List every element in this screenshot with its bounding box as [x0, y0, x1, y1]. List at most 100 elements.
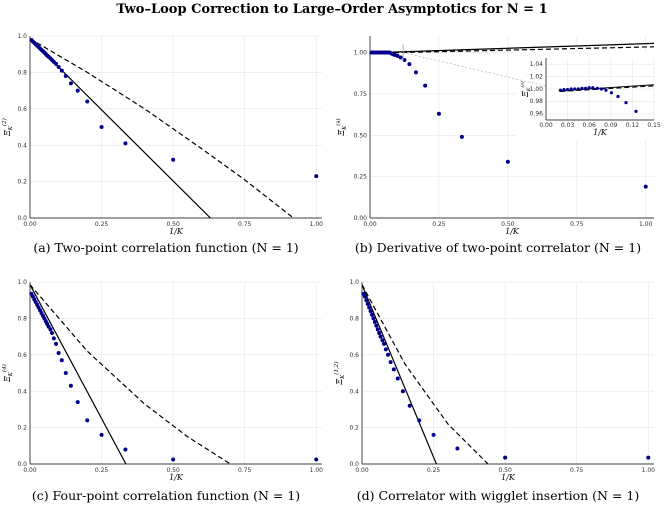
data-point — [558, 88, 562, 92]
data-point — [569, 87, 573, 91]
data-point — [59, 358, 64, 363]
x-tick-label: 0.50 — [166, 467, 180, 474]
page-title: Two–Loop Correction to Large–Order Asymp… — [116, 2, 548, 17]
y-tick-label: 0.2 — [17, 179, 27, 186]
y-axis-label: ΞK(2) — [1, 118, 14, 137]
y-tick-label: 1.04 — [530, 61, 544, 68]
data-point — [431, 432, 436, 437]
data-point — [417, 418, 422, 423]
x-tick-label: 0.00 — [539, 122, 553, 129]
data-point — [459, 134, 464, 139]
data-point — [171, 157, 176, 162]
data-point — [595, 86, 600, 90]
y-tick-label: 0.25 — [354, 174, 368, 181]
data-point — [587, 86, 591, 90]
solid-asymptotic-line — [30, 38, 211, 218]
x-axis-label: 1/K — [593, 128, 608, 137]
chart-panel-b: 0.00 0.25 0.50 0.75 1.00 0.00 0.25 0.50 0.75 1.00… — [335, 36, 661, 236]
y-tick-label: 0.0 — [17, 461, 27, 468]
x-tick-label: 1.00 — [310, 467, 324, 474]
chart-panel-a: 0.00 0.25 0.50 0.75 1.00 0.0 0.2 0.4 0.6 0.8 1.0 1/… — [1, 33, 324, 236]
x-tick-label: 0.00 — [23, 221, 37, 228]
data-point — [51, 336, 56, 341]
caption-a: (a) Two-point correlation function (N = … — [33, 240, 299, 255]
chart-panel-c: 0.00 0.25 0.50 0.75 1.00 0.0 0.2 0.4 0.6 0.8 1.0 1/… — [1, 279, 324, 482]
data-point — [398, 55, 403, 60]
data-point — [634, 109, 638, 113]
data-point — [391, 367, 396, 372]
y-tick-label: 0.6 — [349, 352, 359, 359]
data-point — [59, 68, 64, 73]
dashed-asymptotic-line — [370, 46, 654, 54]
solid-asymptotic-line — [30, 284, 127, 464]
data-point — [365, 301, 370, 306]
x-tick-label: 0.00 — [355, 467, 369, 474]
y-tick-label: 0.6 — [17, 352, 27, 359]
data-point — [370, 312, 375, 317]
x-tick-label: 0.50 — [501, 221, 515, 228]
data-point — [646, 455, 651, 460]
y-tick-label: 0.8 — [17, 316, 27, 323]
data-point — [68, 81, 73, 86]
data-point — [562, 88, 566, 92]
data-point — [372, 320, 377, 325]
zoom-connector — [403, 52, 547, 87]
y-tick-label: 1.0 — [17, 279, 27, 286]
x-tick-label: 1.00 — [642, 467, 656, 474]
data-point — [599, 87, 603, 91]
caption-d: (d) Correlator with wigglet insertion (N… — [356, 488, 640, 503]
data-point — [436, 111, 441, 116]
y-tick-label: 0.8 — [17, 70, 27, 77]
plot-area — [30, 284, 231, 464]
y-tick-label: 1.0 — [17, 33, 27, 40]
x-tick-label: 0.50 — [498, 467, 512, 474]
data-point — [171, 457, 176, 462]
x-tick-label: 0.75 — [570, 221, 584, 228]
y-tick-label: 0.00 — [354, 215, 368, 222]
data-point — [85, 99, 90, 104]
data-point — [368, 309, 373, 314]
dashed-asymptotic-line — [30, 284, 231, 464]
data-point — [584, 86, 588, 90]
data-point — [63, 74, 68, 79]
x-tick-label: 0.25 — [95, 221, 109, 228]
data-point — [580, 86, 584, 90]
data-point — [382, 341, 387, 346]
caption-b: (b) Derivative of two-point correlator (… — [354, 240, 642, 255]
data-point — [383, 347, 388, 352]
x-tick-label: 1.00 — [310, 221, 324, 228]
data-point — [68, 383, 73, 388]
data-point — [591, 86, 595, 90]
data-point — [56, 350, 61, 355]
y-tick-label: 1.00 — [354, 50, 368, 57]
y-tick-label: 0.6 — [17, 106, 27, 113]
x-tick-label: 0.03 — [561, 122, 575, 129]
x-tick-label: 0.12 — [626, 122, 640, 129]
y-tick-label: 1.00 — [530, 86, 544, 93]
data-point — [63, 371, 68, 375]
data-point — [395, 376, 400, 381]
data-point — [314, 174, 319, 179]
y-axis-label: ΞK(1,2) — [333, 361, 346, 385]
data-point — [380, 338, 385, 343]
data-point — [50, 330, 55, 335]
data-point — [377, 330, 382, 335]
x-tick-label: 0.75 — [570, 467, 584, 474]
data-point — [407, 403, 412, 408]
solid-asymptotic-line — [370, 42, 654, 54]
data-point — [99, 125, 104, 129]
data-point — [314, 457, 319, 462]
chart-panel-d: 0.00 0.25 0.50 0.75 1.00 0.0 0.2 0.4 0.6 0.8 1.0 1/… — [333, 279, 656, 482]
data-point — [386, 352, 391, 357]
data-point — [604, 88, 608, 92]
y-tick-label: 1.0 — [349, 279, 359, 286]
data-point — [375, 327, 380, 332]
y-tick-label: 0.2 — [17, 425, 27, 432]
data-point — [123, 447, 128, 452]
data-point — [407, 62, 412, 67]
data-point — [367, 305, 372, 310]
x-axis-label: 1/K — [169, 227, 184, 236]
data-point — [624, 101, 628, 105]
x-tick-label: 0.25 — [432, 221, 446, 228]
x-tick-label: 0.50 — [166, 221, 180, 228]
